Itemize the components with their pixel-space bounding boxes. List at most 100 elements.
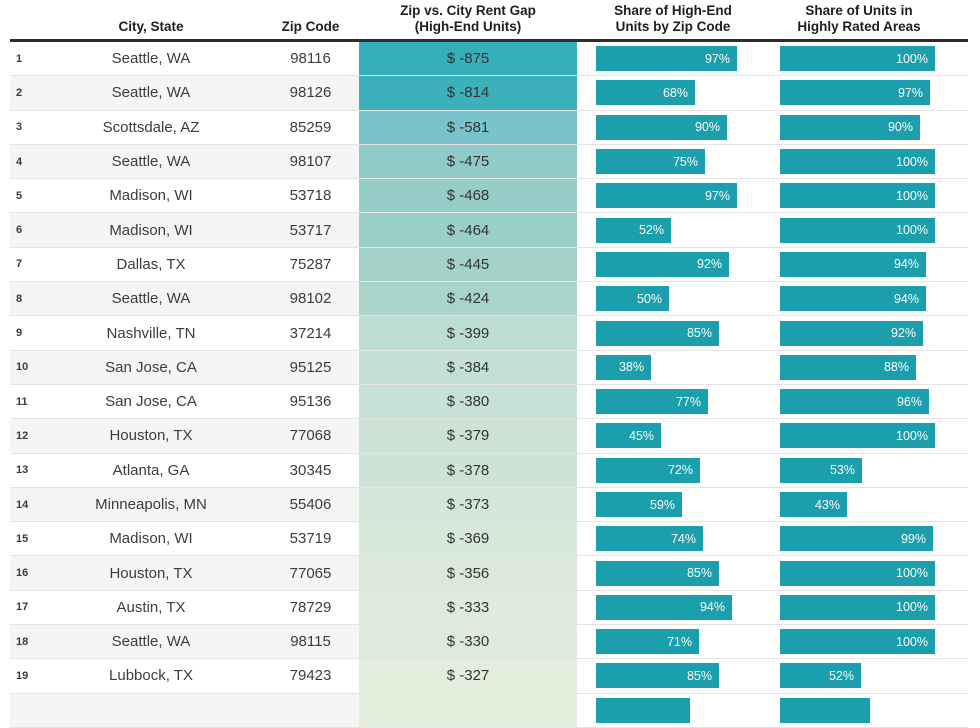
column-spacer [750,351,780,384]
row-left-section: 19 Lubbock, TX 79423 [10,659,359,692]
row-left-section: 16 Houston, TX 77065 [10,556,359,590]
city-state-value: Lubbock, TX [109,667,193,685]
share-rated-bar: 94% [780,251,926,277]
share-highend-bar-cell: 52% [596,213,750,246]
rank-label: 19 [16,669,29,682]
share-highend-bar-label: 94% [699,600,725,615]
share-highend-bar-cell: 85% [596,316,750,349]
share-highend-bar-cell: 85% [596,556,750,589]
share-rated-bar-cell: 90% [780,111,938,144]
column-spacer [577,248,596,281]
city-state-value: Dallas, TX [116,255,186,273]
share-highend-bar-label: 74% [670,531,696,546]
rank-label: 7 [16,258,23,271]
rent-gap-cell: $ -380 [359,384,577,419]
column-spacer [577,145,596,178]
table-body: 1 Seattle, WA 98116 $ -875 97% 100% 2 Seattle, … [10,42,968,728]
table-row: 14 Minneapolis, MN 55406 $ -373 59% 43% [10,487,968,523]
share-rated-bar-cell: 100% [780,556,938,589]
share-highend-bar: 50% [596,286,669,312]
share-rated-bar-label: 100% [896,634,928,649]
rent-gap-cell: $ -373 [359,487,577,522]
share-rated-bar-label: 88% [883,360,909,375]
share-highend-bar: 74% [596,526,703,552]
header-rent-gap-line1: Zip vs. City Rent Gap [400,3,536,18]
table-row: 4 Seattle, WA 98107 $ -475 75% 100% [10,144,968,180]
city-state-value: Seattle, WA [111,153,191,171]
share-rated-bar: 100% [780,217,935,243]
share-highend-bar-cell: 71% [596,625,750,658]
share-rated-bar-label: 100% [896,566,928,581]
share-rated-bar [780,697,870,723]
city-state-value: San Jose, CA [105,358,197,376]
share-highend-bar-cell: 68% [596,76,750,109]
share-highend-bar-cell: 85% [596,659,750,692]
share-highend-bar: 85% [596,560,719,586]
share-highend-bar-cell: 92% [596,248,750,281]
share-rated-bar-label: 100% [896,428,928,443]
column-spacer [750,42,780,75]
row-left-section: 2 Seattle, WA 98126 [10,76,359,110]
row-left-section: 6 Madison, WI 53717 [10,213,359,247]
zip-code-value: 98116 [290,50,331,68]
rank-label: 9 [16,327,23,340]
column-spacer [577,42,596,75]
zip-code-value: 55406 [289,496,332,513]
column-spacer [750,145,780,178]
share-rated-bar-label: 53% [829,463,855,478]
header-share-rated-line1: Share of Units in [805,3,913,18]
share-highend-bar-label: 85% [686,668,712,683]
rent-gap-cell: $ -475 [359,144,577,179]
zip-code-value: 53718 [289,187,332,205]
row-left-section: 1 Seattle, WA 98116 [10,42,359,75]
share-rated-bar: 100% [780,629,935,655]
rent-gap-cell: $ -464 [359,213,577,247]
column-spacer [577,488,596,521]
rank-label: 16 [16,567,29,580]
rank-label: 2 [16,86,23,99]
share-highend-bar-label: 68% [662,85,688,100]
share-highend-bar-cell: 75% [596,145,750,178]
column-spacer [750,625,780,658]
zip-code-value: 98102 [289,290,332,308]
share-highend-bar: 75% [596,149,705,175]
share-rated-bar-cell: 52% [780,659,938,692]
share-rated-bar: 100% [780,560,935,586]
rent-gap-cell: $ -581 [359,110,577,144]
table-row: 2 Seattle, WA 98126 $ -814 68% 97% [10,76,968,111]
table-row: 15 Madison, WI 53719 $ -369 74% 99% [10,522,968,557]
zip-code-value: 95125 [289,358,332,376]
share-highend-bar: 97% [596,183,737,209]
rank-label: 15 [16,532,29,545]
share-rated-bar-label: 100% [896,51,928,66]
zip-code-value: 85259 [289,118,332,136]
rank-label: 13 [16,464,29,477]
table-row: 16 Houston, TX 77065 $ -356 85% 100% [10,556,968,591]
rank-label: 4 [16,155,23,168]
header-rent-gap-line2: (High-End Units) [414,19,522,34]
share-highend-bar-label: 97% [704,188,730,203]
share-rated-bar: 100% [780,183,935,209]
share-rated-bar-cell: 100% [780,625,938,658]
share-rated-bar-label: 100% [896,223,928,238]
column-spacer [750,213,780,246]
rank-label: 3 [16,121,23,134]
rent-gap-cell: $ -379 [359,419,577,453]
city-state-value: Houston, TX [109,564,193,582]
rent-gap-cell: $ -424 [359,282,577,316]
share-highend-bar-cell: 97% [596,179,750,212]
zip-code-value: 77065 [289,564,332,582]
rank-label: 1 [16,52,23,65]
zip-code-value: 77068 [289,427,332,445]
table-row: 13 Atlanta, GA 30345 $ -378 72% 53% [10,453,968,488]
share-rated-bar-label: 100% [896,188,928,203]
column-spacer [750,316,780,349]
column-spacer [577,76,596,109]
share-highend-bar-cell: 59% [596,488,750,521]
share-rated-bar: 88% [780,354,916,380]
share-highend-bar: 45% [596,423,661,449]
share-rated-bar-cell: 53% [780,454,938,487]
rent-gap-cell: $ -875 [359,42,577,76]
share-rated-bar-cell: 100% [780,145,938,178]
share-rated-bar: 92% [780,320,923,346]
